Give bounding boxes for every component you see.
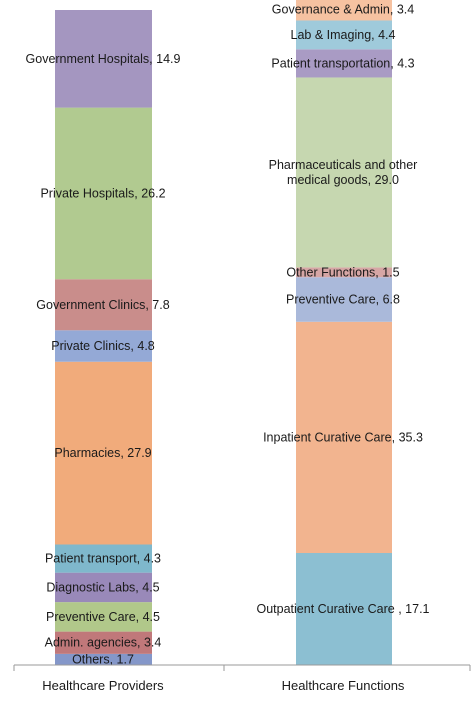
segment-labels-layer: Others, 1.7 Admin. agencies, 3.4 Preventiv… xyxy=(26,2,430,666)
bar-segment-diagnostic-labs xyxy=(55,572,152,603)
data-label-patient-transportation: Patient transportation, 4.3 xyxy=(271,56,414,70)
data-label-others: Others, 1.7 xyxy=(72,652,134,666)
data-label-private-hospitals: Private Hospitals, 26.2 xyxy=(40,186,165,200)
data-label-line: Pharmaceuticals and other xyxy=(269,158,418,172)
data-label-inpatient-curative-care: Inpatient Curative Care, 35.3 xyxy=(263,430,423,444)
data-label-other-functions: Other Functions, 1.5 xyxy=(286,265,399,279)
data-label-government-hospitals: Government Hospitals, 14.9 xyxy=(26,52,181,66)
bar-segment-preventive-care xyxy=(296,277,392,322)
x-tick-label: Healthcare Functions xyxy=(282,678,405,693)
data-label-private-clinics: Private Clinics, 4.8 xyxy=(51,339,155,353)
data-label-outpatient-curative-care: Outpatient Curative Care , 17.1 xyxy=(256,602,429,616)
x-axis: Healthcare Providers Healthcare Function… xyxy=(13,664,471,693)
bar-segment-private-clinics xyxy=(55,330,152,362)
bar-segment-admin-agencies xyxy=(55,631,152,654)
bar-segment-pharmacies xyxy=(55,361,152,545)
data-label-diagnostic-labs: Diagnostic Labs, 4.5 xyxy=(46,580,159,594)
bar-segment-pharmaceuticals-and-other-medical-goods xyxy=(296,77,392,268)
bar-segment-lab-imaging xyxy=(296,20,392,50)
data-label-lab-imaging: Lab & Imaging, 4.4 xyxy=(291,28,396,42)
data-label-preventive-care: Preventive Care, 6.8 xyxy=(286,293,400,307)
bar-segment-private-hospitals xyxy=(55,107,152,280)
data-label-admin-agencies: Admin. agencies, 3.4 xyxy=(45,636,162,650)
bar-segment-governance-admin xyxy=(296,0,392,21)
data-label-governance-admin: Governance & Admin, 3.4 xyxy=(272,2,414,16)
bar-segment-inpatient-curative-care xyxy=(296,321,392,553)
bar-segment-government-clinics xyxy=(55,279,152,331)
bar-segment-government-hospitals xyxy=(55,10,152,108)
data-label-line: medical goods, 29.0 xyxy=(287,173,399,187)
data-label-pharmaceuticals-and-other-medical-goods: Pharmaceuticals and other medical goods, … xyxy=(269,158,418,187)
bar-segment-patient-transport xyxy=(55,544,152,573)
data-label-pharmacies: Pharmacies, 27.9 xyxy=(54,446,151,460)
bar-segment-preventive-care xyxy=(55,602,152,632)
bar-segment-others xyxy=(55,653,152,665)
bars-layer xyxy=(55,0,392,665)
data-label-patient-transport: Patient transport, 4.3 xyxy=(45,552,161,566)
bar-segment-outpatient-curative-care xyxy=(296,553,392,665)
x-tick-label: Healthcare Providers xyxy=(42,678,164,693)
bar-segment-other-functions xyxy=(296,267,392,278)
bar-segment-patient-transportation xyxy=(296,49,392,78)
data-label-government-clinics: Government Clinics, 7.8 xyxy=(36,298,169,312)
data-label-preventive-care: Preventive Care, 4.5 xyxy=(46,610,160,624)
